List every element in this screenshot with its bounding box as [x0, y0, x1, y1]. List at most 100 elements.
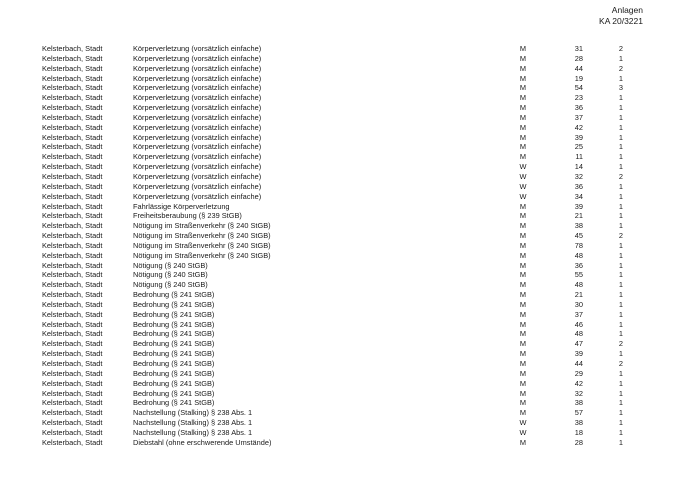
cell-age: 32	[574, 171, 583, 181]
table-row: Kelsterbach, Stadt Nötigung im Straßenve…	[42, 241, 623, 251]
cell-age: 39	[574, 349, 583, 359]
document-header: Anlagen KA 20/3221	[599, 5, 643, 27]
cell-sex: M	[519, 201, 527, 211]
cell-sex: W	[519, 427, 527, 437]
cell-offense: Nötigung (§ 240 StGB)	[133, 260, 208, 270]
cell-count: 1	[618, 378, 623, 388]
cell-location: Kelsterbach, Stadt	[42, 309, 103, 319]
cell-offense: Nachstellung (Stalking) § 238 Abs. 1	[133, 418, 253, 428]
cell-location: Kelsterbach, Stadt	[42, 231, 103, 241]
cell-location: Kelsterbach, Stadt	[42, 319, 103, 329]
table-row: Kelsterbach, Stadt Körperverletzung (vor…	[42, 133, 623, 143]
cell-location: Kelsterbach, Stadt	[42, 240, 103, 250]
table-row: Kelsterbach, Stadt Körperverletzung (vor…	[42, 152, 623, 162]
cell-age: 19	[574, 73, 583, 83]
table-row: Kelsterbach, Stadt Nötigung im Straßenve…	[42, 251, 623, 261]
cell-offense: Bedrohung (§ 241 StGB)	[133, 319, 215, 329]
table-row: Kelsterbach, Stadt Fahrlässige Körperver…	[42, 202, 623, 212]
table-row: Kelsterbach, Stadt Körperverletzung (vor…	[42, 192, 623, 202]
table-row: Kelsterbach, Stadt Bedrohung (§ 241 StGB…	[42, 379, 623, 389]
cell-age: 21	[574, 211, 583, 221]
cell-count: 1	[618, 53, 623, 63]
cell-sex: M	[519, 122, 527, 132]
cell-location: Kelsterbach, Stadt	[42, 201, 103, 211]
cell-location: Kelsterbach, Stadt	[42, 162, 103, 172]
cell-offense: Körperverletzung (vorsätzlich einfache)	[133, 63, 262, 73]
table-row: Kelsterbach, Stadt Körperverletzung (vor…	[42, 83, 623, 93]
cell-sex: M	[519, 211, 527, 221]
cell-offense: Nötigung im Straßenverkehr (§ 240 StGB)	[133, 250, 271, 260]
cell-age: 34	[574, 191, 583, 201]
cell-offense: Körperverletzung (vorsätzlich einfache)	[133, 181, 262, 191]
cell-count: 2	[618, 231, 623, 241]
cell-sex: M	[519, 112, 527, 122]
cell-age: 28	[574, 437, 583, 447]
cell-location: Kelsterbach, Stadt	[42, 53, 103, 63]
cell-location: Kelsterbach, Stadt	[42, 359, 103, 368]
cell-count: 1	[618, 309, 623, 319]
table-row: Kelsterbach, Stadt Nötigung (§ 240 StGB)…	[42, 270, 623, 280]
table-row: Kelsterbach, Stadt Körperverletzung (vor…	[42, 44, 623, 54]
cell-offense: Nötigung im Straßenverkehr (§ 240 StGB)	[133, 240, 271, 250]
cell-sex: M	[519, 83, 527, 93]
cell-location: Kelsterbach, Stadt	[42, 437, 103, 447]
cell-count: 1	[618, 280, 623, 290]
cell-count: 3	[618, 83, 623, 93]
cell-count: 1	[618, 349, 623, 359]
table-row: Kelsterbach, Stadt Bedrohung (§ 241 StGB…	[42, 329, 623, 339]
cell-age: 11	[575, 152, 583, 162]
cell-age: 42	[574, 122, 583, 132]
cell-location: Kelsterbach, Stadt	[42, 171, 103, 181]
cell-offense: Körperverletzung (vorsätzlich einfache)	[133, 53, 262, 63]
cell-age: 21	[574, 290, 583, 300]
cell-count: 1	[618, 427, 623, 437]
cell-offense: Körperverletzung (vorsätzlich einfache)	[133, 171, 262, 181]
cell-count: 1	[618, 408, 623, 418]
cell-age: 36	[574, 181, 583, 191]
cell-age: 46	[574, 319, 583, 329]
cell-location: Kelsterbach, Stadt	[42, 398, 103, 408]
table-row: Kelsterbach, Stadt Körperverletzung (vor…	[42, 162, 623, 172]
cell-offense: Freiheitsberaubung (§ 239 StGB)	[133, 211, 242, 221]
cell-sex: M	[519, 132, 527, 142]
cell-location: Kelsterbach, Stadt	[42, 93, 103, 103]
cell-offense: Nachstellung (Stalking) § 238 Abs. 1	[133, 408, 253, 418]
cell-location: Kelsterbach, Stadt	[42, 221, 103, 231]
cell-sex: M	[519, 93, 527, 103]
cell-count: 1	[618, 112, 623, 122]
cell-count: 1	[618, 299, 623, 309]
table-row: Kelsterbach, Stadt Körperverletzung (vor…	[42, 54, 623, 64]
cell-offense: Bedrohung (§ 241 StGB)	[133, 299, 215, 309]
cell-count: 1	[618, 398, 623, 408]
cell-location: Kelsterbach, Stadt	[42, 388, 103, 398]
cell-sex: M	[519, 398, 527, 408]
cell-offense: Körperverletzung (vorsätzlich einfache)	[133, 122, 262, 132]
cell-age: 36	[574, 103, 583, 113]
cell-sex: M	[519, 44, 527, 53]
cell-age: 36	[574, 260, 583, 270]
table-row: Kelsterbach, Stadt Bedrohung (§ 241 StGB…	[42, 339, 623, 349]
cell-sex: M	[519, 270, 527, 280]
cell-offense: Bedrohung (§ 241 StGB)	[133, 388, 215, 398]
cell-count: 1	[618, 162, 623, 172]
table-row: Kelsterbach, Stadt Diebstahl (ohne ersch…	[42, 438, 623, 448]
cell-sex: M	[519, 319, 527, 329]
cell-count: 1	[618, 290, 623, 300]
cell-sex: W	[519, 181, 527, 191]
cell-count: 1	[618, 122, 623, 132]
cell-sex: M	[519, 142, 527, 152]
cell-count: 1	[618, 319, 623, 329]
cell-age: 31	[574, 44, 583, 53]
table-row: Kelsterbach, Stadt Freiheitsberaubung (§…	[42, 211, 623, 221]
cell-age: 54	[574, 83, 583, 93]
cell-location: Kelsterbach, Stadt	[42, 73, 103, 83]
cell-count: 1	[618, 201, 623, 211]
table-row: Kelsterbach, Stadt Nachstellung (Stalkin…	[42, 408, 623, 418]
cell-offense: Körperverletzung (vorsätzlich einfache)	[133, 83, 262, 93]
cell-offense: Bedrohung (§ 241 StGB)	[133, 398, 215, 408]
cell-sex: M	[519, 339, 527, 349]
cell-location: Kelsterbach, Stadt	[42, 349, 103, 359]
cell-sex: W	[519, 162, 527, 172]
cell-sex: W	[519, 418, 527, 428]
